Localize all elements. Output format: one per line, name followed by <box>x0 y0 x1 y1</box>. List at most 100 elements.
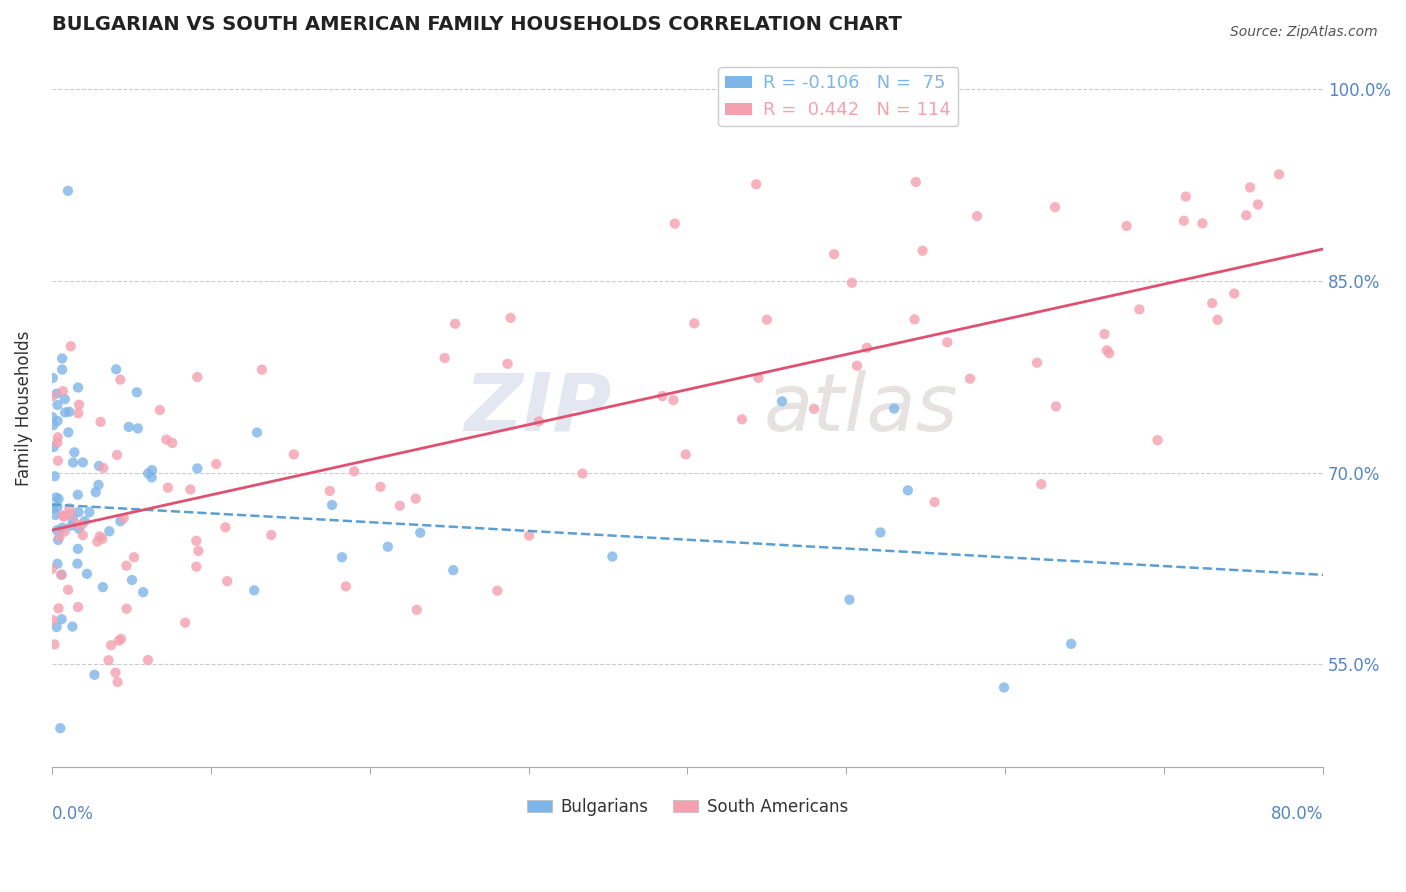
Point <box>53 405 76 419</box>
Point <box>155 433 177 447</box>
Point <box>1223 286 1246 301</box>
Point <box>321 498 343 512</box>
Point <box>45 620 67 634</box>
Text: ZIP: ZIP <box>464 369 612 448</box>
Point <box>846 359 869 373</box>
Point <box>46 414 69 428</box>
Point <box>115 558 138 573</box>
Point <box>319 483 342 498</box>
Point <box>42 418 65 433</box>
Point <box>1045 400 1067 414</box>
Point <box>731 412 754 426</box>
Point <box>527 414 550 428</box>
Point <box>770 394 793 409</box>
Point <box>121 573 143 587</box>
Point <box>97 653 120 667</box>
Point <box>122 550 145 565</box>
Point <box>1239 180 1261 194</box>
Point <box>856 341 879 355</box>
Point <box>48 530 70 544</box>
Point <box>187 544 209 558</box>
Point <box>283 447 305 461</box>
Point <box>41 562 63 576</box>
Point <box>897 483 920 498</box>
Point <box>44 469 66 483</box>
Point <box>56 184 79 198</box>
Point <box>343 464 366 478</box>
Point <box>156 481 179 495</box>
Point <box>1191 216 1213 230</box>
Point <box>67 522 90 536</box>
Point <box>115 601 138 615</box>
Point <box>105 362 128 376</box>
Point <box>42 371 65 385</box>
Point <box>186 559 208 574</box>
Point <box>1268 167 1291 181</box>
Point <box>42 613 65 627</box>
Point <box>91 461 114 475</box>
Point <box>46 398 69 412</box>
Point <box>683 316 706 330</box>
Point <box>496 357 519 371</box>
Point <box>803 401 825 416</box>
Point <box>46 454 69 468</box>
Point <box>214 520 236 534</box>
Point <box>52 509 75 524</box>
Point <box>67 600 90 615</box>
Point <box>83 667 105 681</box>
Point <box>51 612 73 626</box>
Point <box>90 415 112 429</box>
Point <box>217 574 239 589</box>
Point <box>76 566 98 581</box>
Point <box>51 362 73 376</box>
Point <box>330 550 353 565</box>
Point <box>1206 312 1229 326</box>
Point <box>841 276 863 290</box>
Point <box>46 500 69 514</box>
Point <box>110 514 132 528</box>
Point <box>66 557 89 571</box>
Point <box>56 582 79 597</box>
Point <box>46 557 69 571</box>
Point <box>179 483 201 497</box>
Point <box>44 508 66 522</box>
Point <box>87 458 110 473</box>
Point <box>675 447 697 461</box>
Point <box>63 445 86 459</box>
Point <box>51 567 73 582</box>
Point <box>260 528 283 542</box>
Point <box>42 500 65 515</box>
Point <box>132 585 155 599</box>
Point <box>1201 296 1223 310</box>
Point <box>903 312 925 326</box>
Point <box>72 455 94 469</box>
Point <box>186 370 208 384</box>
Point <box>186 461 208 475</box>
Point <box>66 541 89 556</box>
Point <box>107 675 129 690</box>
Point <box>58 405 80 419</box>
Point <box>110 373 132 387</box>
Point <box>409 525 432 540</box>
Point <box>70 517 93 532</box>
Point <box>53 392 76 406</box>
Point <box>250 362 273 376</box>
Point <box>51 521 73 535</box>
Point <box>53 524 76 539</box>
Point <box>98 524 121 539</box>
Point <box>62 511 84 525</box>
Point <box>911 244 934 258</box>
Point <box>160 436 183 450</box>
Point <box>67 398 90 412</box>
Point <box>62 456 84 470</box>
Point <box>42 440 65 454</box>
Point <box>141 470 163 484</box>
Point <box>405 491 427 506</box>
Point <box>602 549 624 564</box>
Legend: Bulgarians, South Americans: Bulgarians, South Americans <box>520 791 855 822</box>
Point <box>745 178 768 192</box>
Point <box>433 351 456 365</box>
Point <box>89 529 111 543</box>
Point <box>1174 189 1197 203</box>
Point <box>112 511 135 525</box>
